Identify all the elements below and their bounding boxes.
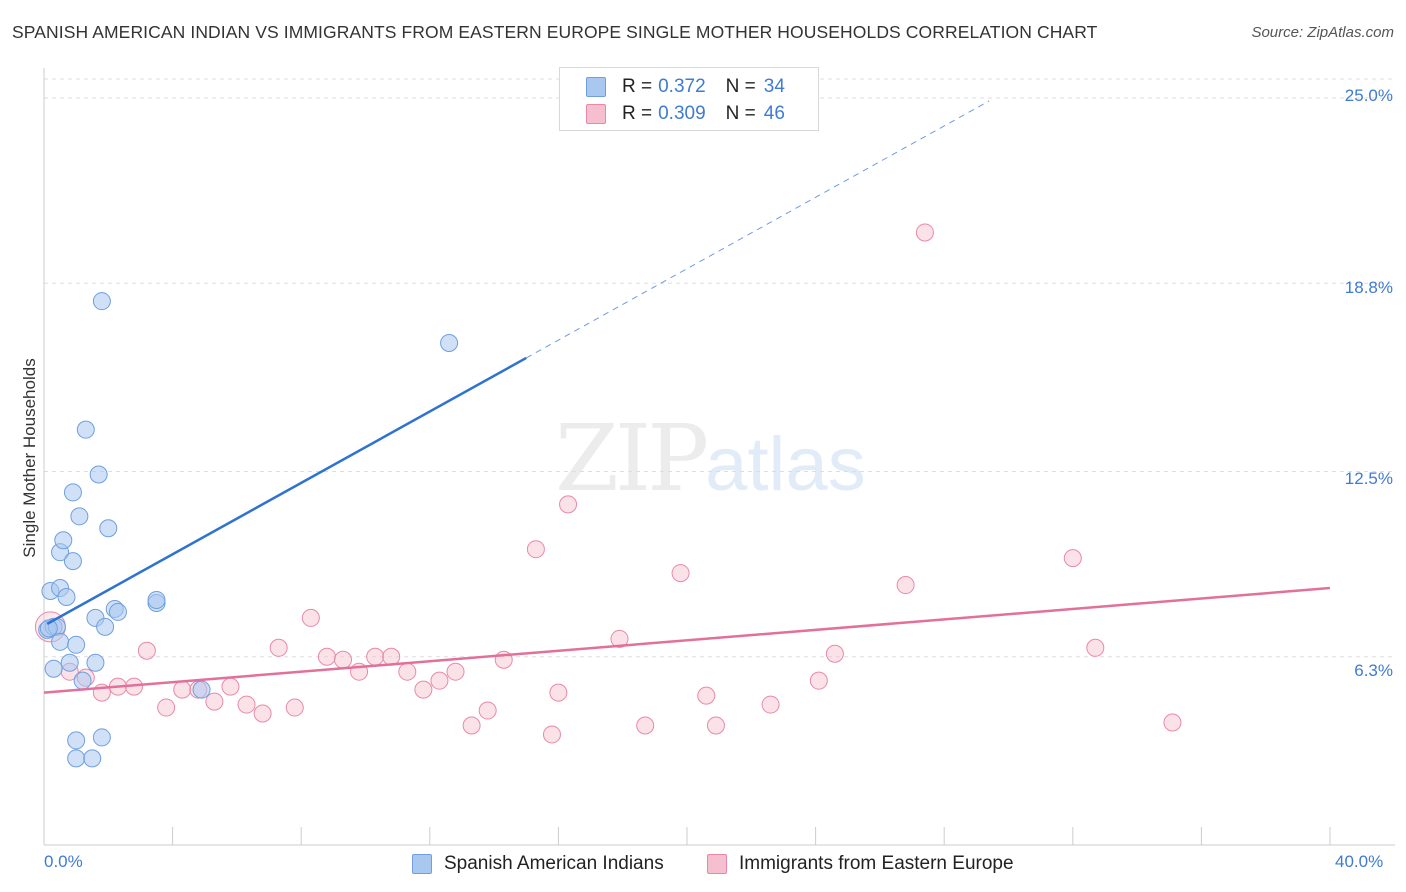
n-label: N = [725, 103, 756, 124]
legend-item-spanish-american-indians: Spanish American Indians [412, 853, 664, 875]
watermark: ZIPatlas [555, 405, 866, 512]
blue-data-point [440, 334, 459, 353]
blue-data-point [57, 587, 76, 606]
pink-data-point [1163, 713, 1182, 732]
y-tick-label: 6.3% [1354, 661, 1393, 680]
blue-data-point [67, 749, 86, 768]
pink-data-point [825, 644, 844, 663]
pink-data-point [478, 701, 497, 720]
pink-data-point [301, 608, 320, 627]
legend-label: Immigrants from Eastern Europe [739, 853, 1014, 874]
pink-data-point [915, 223, 934, 242]
blue-data-point [51, 632, 70, 651]
blue-data-point [147, 590, 166, 609]
blue-data-point [39, 619, 58, 638]
legend-row-blue: R = 0.372 N = 34 [586, 75, 785, 99]
blue-swatch [412, 854, 432, 874]
blue-data-point [108, 602, 127, 621]
pink-data-point [285, 698, 304, 717]
blue-trend-line [46, 356, 527, 625]
blue-data-point [89, 465, 108, 484]
r-label: R = [622, 103, 653, 124]
pink-data-point [636, 716, 655, 735]
x-tick-label: 0.0% [44, 852, 83, 871]
pink-data-point [205, 692, 224, 711]
blue-data-point [70, 507, 89, 526]
pink-data-point [253, 704, 272, 723]
n-label: N = [725, 76, 756, 97]
blue-data-point [67, 731, 86, 750]
r-label: R = [622, 76, 653, 97]
pink-data-point [761, 695, 780, 714]
blue-data-point [83, 749, 102, 768]
pink-data-point [366, 647, 385, 666]
pink-data-point [462, 716, 481, 735]
pink-data-point [1063, 549, 1082, 568]
blue-data-point [192, 680, 211, 699]
pink-data-point [317, 647, 336, 666]
pink-data-point [671, 564, 690, 583]
y-axis-label: Single Mother Households [20, 358, 39, 558]
pink-data-point [269, 638, 288, 657]
n-value: 46 [763, 103, 785, 124]
watermark-zip: ZIP [555, 405, 709, 512]
blue-data-point [92, 292, 111, 311]
correlation-legend: R = 0.372 N = 34 R = 0.309 N = 46 [559, 67, 819, 131]
blue-data-point [63, 552, 82, 571]
blue-data-point [99, 519, 118, 538]
legend-item-eastern-europe: Immigrants from Eastern Europe [707, 853, 1014, 875]
x-tick-label: 40.0% [1335, 852, 1384, 871]
legend-row-pink: R = 0.309 N = 46 [586, 102, 785, 126]
blue-data-point [92, 728, 111, 747]
blue-data-point [54, 531, 73, 550]
pink-data-point [414, 680, 433, 699]
pink-data-point [610, 629, 629, 648]
r-value: 0.309 [658, 103, 706, 124]
blue-data-point [63, 483, 82, 502]
watermark-atlas: atlas [705, 422, 866, 507]
blue-data-point [73, 671, 92, 690]
pink-swatch [707, 854, 727, 874]
pink-data-point [559, 495, 578, 514]
y-tick-label: 18.8% [1344, 278, 1393, 297]
r-value: 0.372 [658, 76, 706, 97]
blue-data-point [44, 659, 63, 678]
pink-data-point [333, 650, 352, 669]
pink-trend-line [43, 586, 1331, 694]
blue-swatch [586, 77, 606, 97]
pink-data-point [809, 671, 828, 690]
y-tick-label: 25.0% [1344, 86, 1393, 105]
n-value: 34 [763, 76, 785, 97]
pink-data-point [221, 677, 240, 696]
pink-data-point [173, 680, 192, 699]
source-label: Source: ZipAtlas.com [1251, 24, 1394, 41]
pink-data-point [526, 540, 545, 559]
chart-title: SPANISH AMERICAN INDIAN VS IMMIGRANTS FR… [12, 22, 1098, 42]
pink-data-point [542, 725, 561, 744]
pink-data-point [549, 683, 568, 702]
pink-swatch [586, 104, 606, 124]
pink-data-point [398, 662, 417, 681]
pink-data-point [896, 576, 915, 595]
blue-data-point [60, 653, 79, 672]
pink-data-point [157, 698, 176, 717]
pink-data-point [697, 686, 716, 705]
blue-data-point [76, 420, 95, 439]
blue-data-point [86, 653, 105, 672]
pink-data-point [1086, 638, 1105, 657]
pink-data-point [237, 695, 256, 714]
pink-data-point [137, 641, 156, 660]
pink-data-point [430, 671, 449, 690]
legend-label: Spanish American Indians [444, 853, 664, 874]
blue-data-point [96, 617, 115, 636]
pink-data-point [446, 662, 465, 681]
blue-data-point [67, 635, 86, 654]
blue-trend-extension [526, 100, 990, 359]
pink-data-point [706, 716, 725, 735]
y-tick-label: 12.5% [1344, 469, 1393, 488]
